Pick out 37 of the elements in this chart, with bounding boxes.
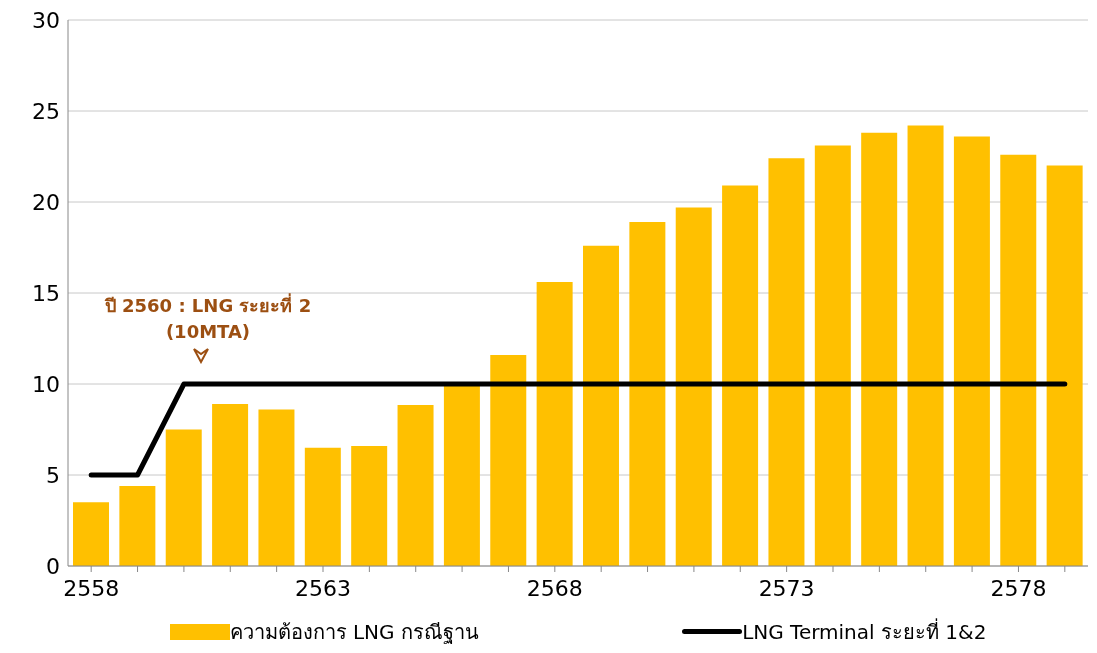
bar [722, 185, 759, 566]
bar [814, 145, 851, 566]
bar [119, 485, 156, 566]
bar [397, 404, 434, 566]
bar [583, 245, 619, 566]
x-tick-label: 2573 [758, 575, 815, 601]
bar [768, 158, 805, 566]
bar [443, 384, 480, 566]
y-tick-label: 10 [32, 371, 60, 397]
bar [629, 222, 666, 566]
bar [861, 132, 898, 566]
x-tick-label: 2578 [990, 575, 1047, 601]
y-tick-label: 15 [32, 280, 60, 306]
bar [490, 354, 527, 566]
x-tick-label: 2563 [295, 575, 351, 601]
bar [258, 409, 295, 566]
bar [953, 136, 990, 566]
bar [304, 447, 341, 566]
y-tick-label: 0 [46, 553, 60, 579]
x-tick-label: 2568 [526, 575, 583, 601]
bar [1046, 165, 1083, 566]
legend-label: ความต้องการ LNG กรณีฐาน [229, 619, 479, 646]
bar [165, 429, 202, 566]
bar [536, 282, 573, 566]
bar [1000, 154, 1037, 566]
bar [907, 125, 944, 566]
bar [351, 445, 388, 566]
annotation: ปี 2560 : LNG ระยะที่ 2 (10MTA) [103, 293, 313, 344]
y-tick-label: 25 [32, 98, 60, 124]
legend-label: LNG Terminal ระยะที่ 1&2 [742, 617, 987, 646]
bar [675, 207, 712, 566]
y-tick-label: 30 [32, 7, 60, 33]
y-tick-label: 5 [46, 462, 60, 488]
bar [212, 404, 249, 566]
y-tick-label: 20 [32, 189, 60, 215]
bar [73, 502, 109, 566]
x-tick-label: 2558 [63, 575, 120, 601]
